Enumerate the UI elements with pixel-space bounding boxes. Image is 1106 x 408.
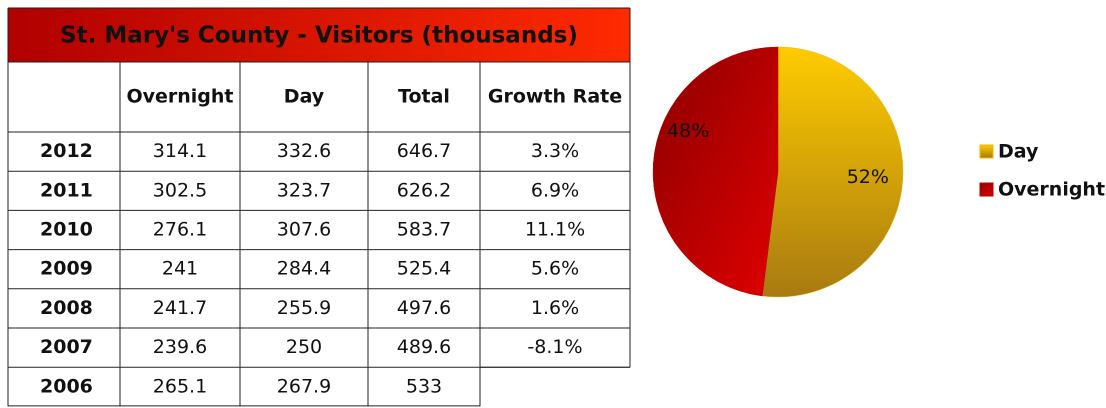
row-year: 2011 [40,179,93,201]
table-cell: 255.9 [277,297,331,319]
table-cell: 302.5 [153,179,207,201]
table-cell: 323.7 [277,179,331,201]
column-header: Total [398,86,450,108]
table-cell: 250 [286,336,322,358]
legend-swatch [979,144,994,159]
table-cell: 332.6 [277,140,331,162]
pie-slice [762,46,904,298]
table-cell: 241.7 [153,297,207,319]
table-cell: 267.9 [277,375,331,397]
row-year: 2007 [40,336,93,358]
table-cell: 525.4 [397,258,451,280]
table-cell: 241 [162,258,198,280]
column-header: Growth Rate [488,86,622,108]
row-year: 2008 [40,297,93,319]
table-title: St. Mary's County - Visitors (thousands) [60,23,578,49]
slice-label: 52% [847,166,889,188]
table-cell: -8.1% [527,336,582,358]
table-cell: 6.9% [531,179,579,201]
legend-swatch [979,182,994,197]
pie-slice [652,46,779,297]
table-cell: 489.6 [397,336,451,358]
column-header: Day [284,86,325,108]
table-cell: 11.1% [525,219,585,241]
table-cell: 307.6 [277,219,331,241]
slice-label: 48% [667,120,709,142]
table-cell: 497.6 [397,297,451,319]
table-cell: 646.7 [397,140,451,162]
table-cell: 265.1 [153,375,207,397]
table-cell: 626.2 [397,179,451,201]
row-year: 2006 [40,375,93,397]
legend-label: Overnight [998,179,1105,201]
table-cell: 1.6% [531,297,579,319]
table-cell: 3.3% [531,140,579,162]
table-cell: 533 [406,375,442,397]
row-year: 2012 [40,140,93,162]
table-cell: 583.7 [397,219,451,241]
column-header: Overnight [126,86,233,108]
title-bar [8,8,630,62]
legend-label: Day [998,141,1039,163]
table-cell: 314.1 [153,140,207,162]
table-cell: 276.1 [153,219,207,241]
table-cell: 284.4 [277,258,331,280]
row-year: 2009 [40,258,93,280]
row-year: 2010 [40,219,93,241]
table-cell: 239.6 [153,336,207,358]
table-cell: 5.6% [531,258,579,280]
